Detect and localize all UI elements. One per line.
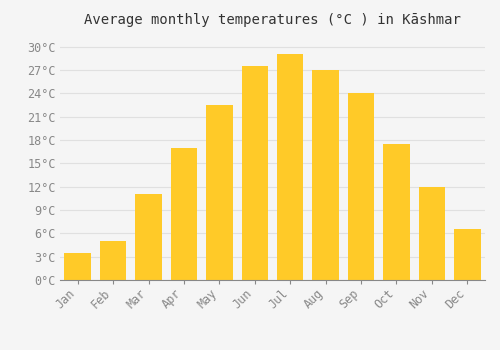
Bar [206, 105, 233, 280]
Bar [277, 55, 303, 280]
Bar [454, 230, 480, 280]
Bar [312, 70, 339, 280]
Title: Average monthly temperatures (°C ) in Kāshmar: Average monthly temperatures (°C ) in Kā… [84, 13, 461, 27]
Bar [418, 187, 445, 280]
Bar [100, 241, 126, 280]
Bar [383, 144, 409, 280]
Bar [136, 195, 162, 280]
Bar [348, 93, 374, 280]
Bar [170, 148, 197, 280]
Bar [64, 253, 91, 280]
Bar [242, 66, 268, 280]
